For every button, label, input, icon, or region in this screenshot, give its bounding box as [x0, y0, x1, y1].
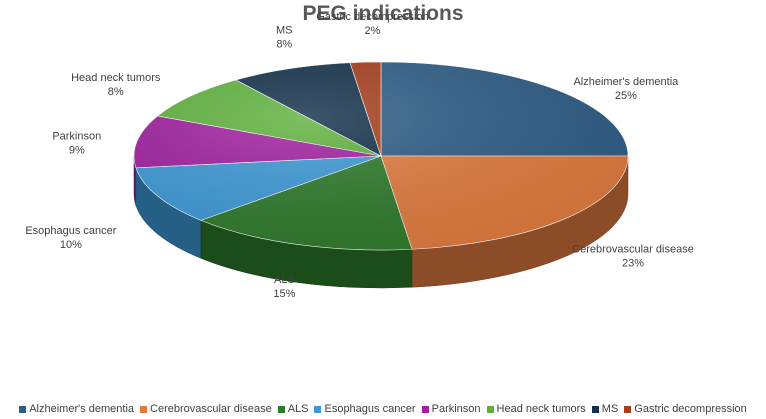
- data-label-alzheimer-s-dementia: Alzheimer's dementia 25%: [573, 76, 679, 102]
- legend-label: Head neck tumors: [496, 403, 586, 415]
- legend-item-als: ALS: [277, 403, 309, 415]
- legend-label: Alzheimer's dementia: [29, 403, 135, 415]
- legend-swatch: [624, 405, 632, 413]
- legend-label: Esophagus cancer: [324, 403, 416, 415]
- pie-tops: [133, 61, 629, 251]
- legend-swatch: [314, 405, 322, 413]
- legend-swatch: [421, 405, 429, 413]
- legend-item-parkinson: Parkinson: [421, 403, 481, 415]
- data-label-head-neck-tumors: Head neck tumors 8%: [71, 72, 161, 98]
- pie-chart: Alzheimer's dementia 25% Cerebrovascular d…: [25, 11, 693, 300]
- chart-title: PEG indications: [302, 2, 464, 25]
- legend-item-alzheimer-s-dementia: Alzheimer's dementia: [19, 403, 134, 415]
- legend-swatch: [486, 405, 494, 413]
- data-label-esophagus-cancer: Esophagus cancer 10%: [25, 225, 116, 251]
- legend-item-ms: MS: [591, 403, 619, 415]
- data-label-als: ALS 15%: [273, 274, 295, 300]
- legend: Alzheimer's dementia Cerebrovascular dise…: [0, 403, 766, 415]
- legend-item-gastric-decompression: Gastric decompression: [624, 403, 747, 415]
- legend-label: MS: [601, 403, 619, 415]
- legend-label: Gastric decompression: [634, 403, 747, 415]
- legend-swatch: [19, 405, 27, 413]
- data-label-cerebrovascular-disease: Cerebrovascular disease 23%: [572, 243, 694, 269]
- legend-swatch: [591, 405, 599, 413]
- legend-item-cerebrovascular-disease: Cerebrovascular disease: [140, 403, 272, 415]
- legend-item-esophagus-cancer: Esophagus cancer: [314, 403, 416, 415]
- legend-swatch: [140, 405, 148, 413]
- legend-item-head-neck-tumors: Head neck tumors: [486, 403, 586, 415]
- legend-swatch: [277, 405, 285, 413]
- legend-label: Cerebrovascular disease: [150, 403, 272, 415]
- pie-labels: Alzheimer's dementia 25% Cerebrovascular d…: [25, 11, 693, 300]
- data-label-gastric-decompression: Gastric decompression 2%: [316, 11, 429, 37]
- legend-label: Parkinson: [431, 403, 481, 415]
- data-label-ms: MS 8%: [276, 25, 293, 51]
- data-label-parkinson: Parkinson 9%: [52, 131, 101, 157]
- legend-label: ALS: [287, 403, 309, 415]
